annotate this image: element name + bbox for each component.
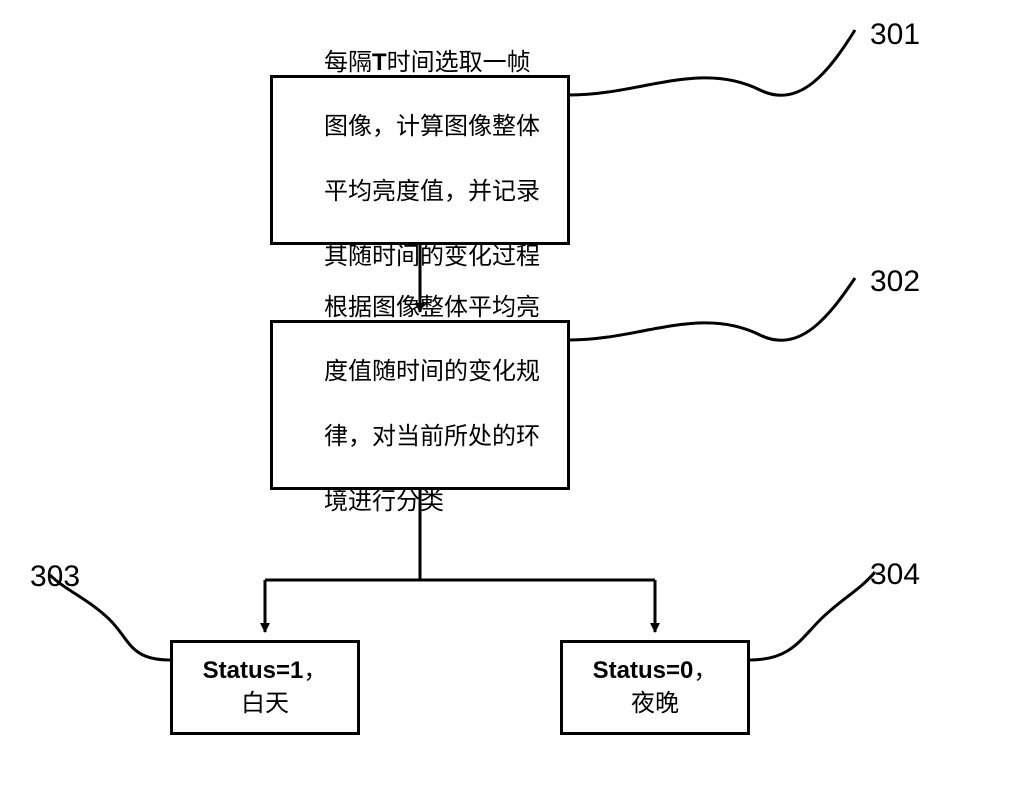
callout-curve-304 <box>750 572 875 660</box>
callout-curve-302 <box>570 278 855 340</box>
result-303-box: Status=1， 白天 <box>170 640 360 735</box>
label-301: 301 <box>870 18 920 52</box>
step-302-text: 根据图像整体平均亮 度值随时间的变化规 律，对当前所处的环 境进行分类 <box>300 259 540 551</box>
result-303-text: Status=1， 白天 <box>203 655 328 720</box>
step-302-box: 根据图像整体平均亮 度值随时间的变化规 律，对当前所处的环 境进行分类 <box>270 320 570 490</box>
result-304-text: Status=0， 夜晚 <box>593 655 718 720</box>
label-304: 304 <box>870 558 920 592</box>
result-304-box: Status=0， 夜晚 <box>560 640 750 735</box>
label-302: 302 <box>870 265 920 299</box>
callout-curve-301 <box>570 30 855 95</box>
step-301-box: 每隔T时间选取一帧 图像，计算图像整体 平均亮度值，并记录 其随时间的变化过程 <box>270 75 570 245</box>
label-303: 303 <box>30 560 80 594</box>
